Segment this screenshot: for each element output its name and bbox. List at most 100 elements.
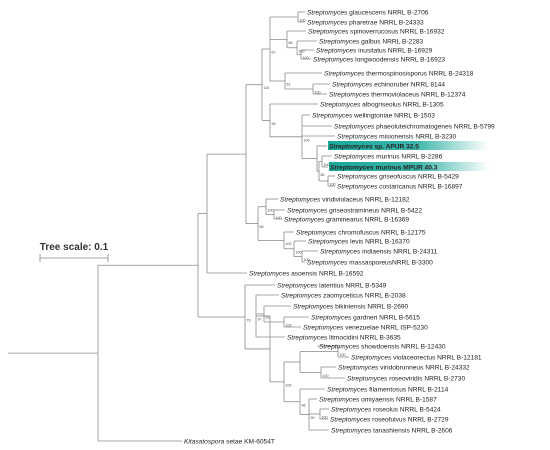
tip-strain: roseoviridis NRRL B-2730 <box>387 375 465 382</box>
bootstrap-value: 100 <box>324 163 330 167</box>
tip-genus: Streptomyces <box>308 238 349 245</box>
tip-label: Streptomyces chromofuscus NRRL B-12175 <box>296 229 426 236</box>
tip-genus: Streptomyces <box>308 28 349 35</box>
bootstrap-value: 62 <box>266 316 270 320</box>
tip-genus: Streptomyces <box>313 56 354 63</box>
tip-genus: Streptomyces <box>337 183 378 190</box>
tip-label: Streptomyces glaucescens NRRL B-2706 <box>307 9 429 16</box>
tip-label: Streptomyces venezuelae NRRL ISP-5230 <box>303 324 428 331</box>
tip-label: Streptomyces tanashiensis NRRL B-2606 <box>331 427 453 434</box>
tip-genus: Streptomyces <box>334 153 375 160</box>
tip-genus: Streptomyces <box>307 9 348 16</box>
tip-strain: murinus NRRL B-2286 <box>374 153 442 160</box>
tip-genus: Streptomyces <box>316 47 357 54</box>
bootstrap-value: 100 <box>300 19 306 23</box>
bootstrap-value: 67 <box>272 51 276 55</box>
tip-genus: Streptomyces <box>334 123 375 130</box>
tip-strain: massasporeusNRRL B-3300 <box>347 259 433 266</box>
tip-strain: pharetrae NRRL B-24333 <box>347 19 424 26</box>
bootstrap-value: 100 <box>296 250 302 254</box>
tip-strain: lateritius NRRL B-5349 <box>317 282 386 289</box>
bootstrap-value: 110 <box>264 86 270 90</box>
tip-genus: Streptomyces <box>320 248 361 255</box>
tip-label: Streptomyces graminearus NRRL B-16369 <box>284 216 409 223</box>
tip-label: Streptomyces longwoodensis NRRL B-16923 <box>313 56 445 63</box>
tip-genus: Streptomyces <box>249 270 290 277</box>
tip-strain: wellingtoniae NRRL B-1503 <box>352 112 435 119</box>
tip-genus: Streptomyces <box>319 343 360 350</box>
bootstrap-value: 90 <box>311 416 315 420</box>
tip-strain: violaceorectus NRRL B-12181 <box>391 354 482 361</box>
bootstrap-value: 100 <box>286 383 292 387</box>
tip-label: Streptomyces zaomyceticus NRRL B-2038 <box>281 292 406 299</box>
tip-genus: Kitasatospora <box>184 438 225 445</box>
tip-label: Streptomyces thermospinosisporus NRRL B-… <box>324 70 474 77</box>
tip-strain: zaomyceticus NRRL B-2038 <box>321 292 406 299</box>
tip-genus: Streptomyces <box>331 427 372 434</box>
tip-label: Streptomyces bikiniensis NRRL B-2690 <box>293 303 409 310</box>
tip-genus: Streptomyces <box>324 70 365 77</box>
tip-strain: filamentosus NRRL B-2114 <box>367 386 448 393</box>
tip-label: Streptomyces viridobrunneus NRRL B-24332 <box>338 364 470 371</box>
tip-strain: spinoverrucosus NRRL B-16932 <box>348 28 444 35</box>
tip-genus: Streptomyces <box>281 292 322 299</box>
tip-strain: costaricanus NRRL B-16897 <box>377 183 462 190</box>
tip-strain: albogriseolus NRRL B-1305 <box>360 101 444 108</box>
tip-strain: longwoodensis NRRL B-16923 <box>353 56 445 63</box>
tip-genus: Streptomyces <box>284 216 325 223</box>
tip-genus: Streptomyces <box>319 396 360 403</box>
tip-label: Streptomyces misionensis NRRL B-3230 <box>337 133 457 140</box>
tip-label: Streptomyces gardneri NRRL B-5615 <box>311 314 420 321</box>
tip-strain: bikiniensis NRRL B-2690 <box>333 303 408 310</box>
bootstrap-value: 100 <box>299 49 305 53</box>
tip-genus: Streptomyces <box>329 143 373 150</box>
tip-genus: Streptomyces <box>327 386 368 393</box>
highlight-layer <box>328 141 489 171</box>
tip-genus: Streptomyces <box>287 207 328 214</box>
tip-label: Kitasatospora setae KM-6054T <box>184 438 275 445</box>
tip-strain: graminearus NRRL B-16369 <box>324 216 409 223</box>
tip-strain: chromofuscus NRRL B-12175 <box>336 229 426 236</box>
tip-label: Streptomyces griseofuscus NRRL B-5429 <box>337 173 459 180</box>
tip-label: Streptomyces showdoensis NRRL B-12430 <box>319 343 446 350</box>
tip-label: Streptomyces litmocidini NRRL B-3635 <box>287 334 401 341</box>
tip-genus: Streptomyces <box>287 334 328 341</box>
tip-strain: venezuelae NRRL ISP-5230 <box>343 324 428 331</box>
tree-scale-bar: Tree scale: 0.1 <box>39 242 109 262</box>
tip-label: Streptomyces costaricanus NRRL B-16897 <box>337 183 463 190</box>
tip-genus: Streptomyces <box>337 173 378 180</box>
tree-tips: Streptomyces glaucescens NRRL B-2706Stre… <box>184 9 495 445</box>
tip-label: Streptomyces galbus NRRL B-2283 <box>319 38 424 45</box>
tip-genus: Streptomyces <box>332 81 373 88</box>
tip-label: Streptomyces filamentosus NRRL B-2114 <box>327 386 449 393</box>
tip-strain: setae KM-6054T <box>224 438 275 445</box>
tip-genus: Streptomyces <box>330 416 371 423</box>
tip-genus: Streptomyces <box>296 229 337 236</box>
tip-genus: Streptomyces <box>351 354 392 361</box>
bootstrap-value: 61 <box>287 83 291 87</box>
tip-label: Streptomyces roseolus NRRL B-5424 <box>331 406 441 413</box>
tree-scale-label: Tree scale: 0.1 <box>40 242 109 253</box>
highlight-band <box>328 141 488 150</box>
bootstrap-value: 79 <box>247 318 251 322</box>
tip-genus: Streptomyces <box>293 303 334 310</box>
tip-genus: Streptomyces <box>303 324 344 331</box>
tip-label: Streptomyces spinoverrucosus NRRL B-1693… <box>308 28 445 35</box>
bootstrap-value: 97 <box>258 318 262 322</box>
tip-label: Streptomyces viridiviolaceus NRRL B-1218… <box>280 196 410 203</box>
tip-strain: indiaensis NRRL B-24311 <box>360 248 437 255</box>
tip-label: Streptomyces roseofulvus NRRL B-2729 <box>330 416 449 423</box>
tip-strain: showdoensis NRRL B-12430 <box>359 343 446 350</box>
tip-strain: levis NRRL B-16370 <box>348 238 410 245</box>
tip-label: Streptomyces murinus NRRL B-2286 <box>334 153 443 160</box>
tip-label: Streptomyces phaeoluteichromatogenes NRR… <box>334 123 495 130</box>
tip-genus: Streptomyces <box>311 314 352 321</box>
highlight-band <box>329 162 489 171</box>
tip-label: Streptomyces inusitatus NRRL B-16929 <box>316 47 433 54</box>
bootstrap-value: 96 <box>302 403 306 407</box>
bootstrap-value: 100 <box>304 258 310 262</box>
highlighted-tip-label: Streptomyces sp. APUR 32.5 <box>329 143 419 150</box>
tip-label: Streptomyces massasporeusNRRL B-3300 <box>307 259 433 266</box>
tip-strain: inusitatus NRRL B-16929 <box>356 47 432 54</box>
bootstrap-value: 80 <box>321 173 325 177</box>
